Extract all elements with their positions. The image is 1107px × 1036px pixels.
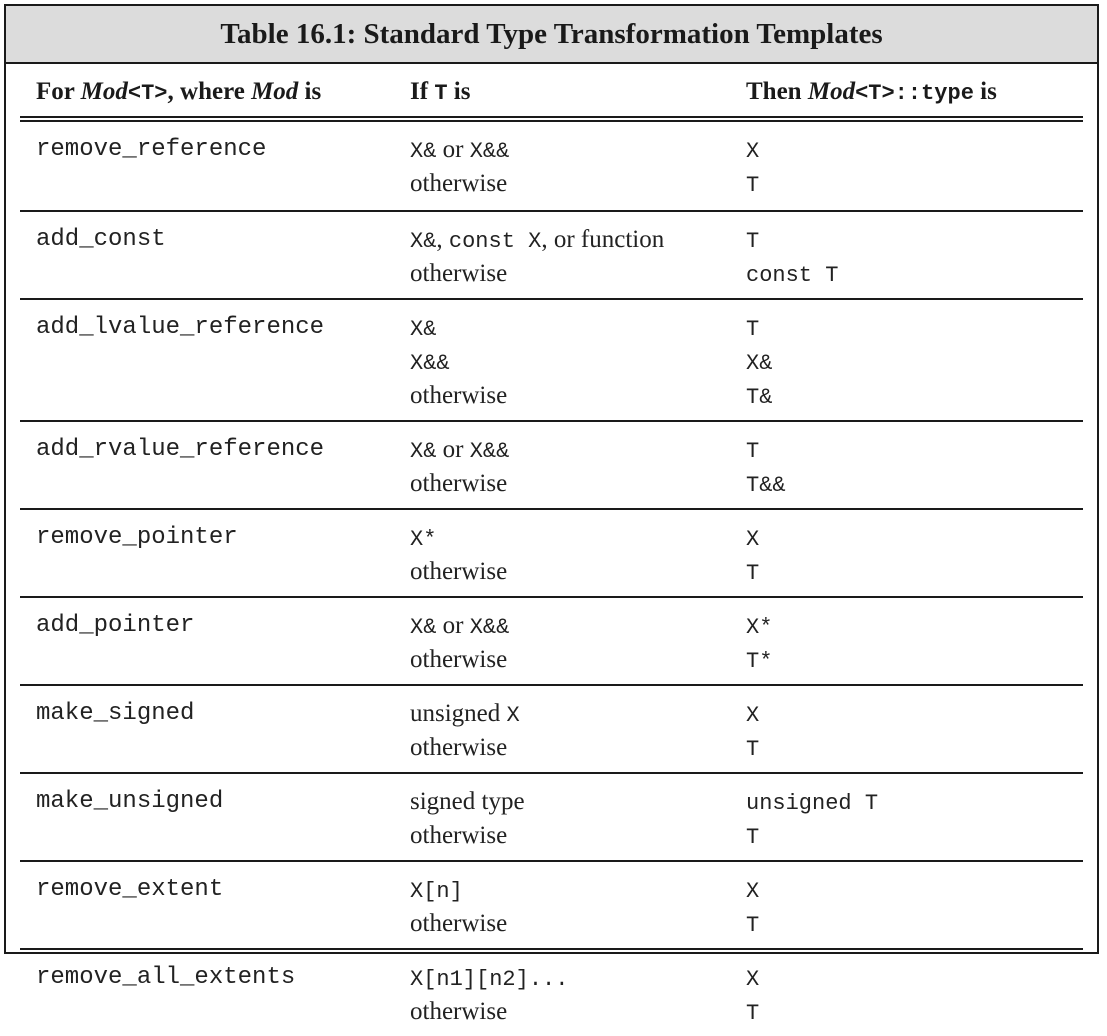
condition-line: otherwise: [410, 558, 508, 585]
condition-line: X& or X&&: [410, 136, 510, 164]
condition-cell: X& or X&& otherwise: [410, 133, 509, 201]
condition-line: otherwise: [410, 734, 508, 761]
result-line: T: [746, 1001, 760, 1026]
condition-line: signed type: [410, 788, 525, 815]
condition-cell: signed type otherwise: [410, 785, 525, 853]
header-col-result: Then Mod<T>::type is: [746, 78, 997, 106]
table-title: Table 16.1: Standard Type Transformation…: [6, 6, 1097, 64]
condition-cell: X& X&& otherwise: [410, 311, 507, 413]
result-line: const T: [746, 263, 839, 288]
template-name: make_unsigned: [36, 788, 224, 815]
result-cell: unsigned T T: [746, 785, 878, 853]
result-line: X: [746, 139, 760, 164]
result-line: unsigned T: [746, 791, 879, 816]
condition-line: X& or X&&: [410, 436, 510, 464]
table-row: add_lvalue_reference X& X&& otherwise T X& T&: [20, 298, 1083, 420]
result-cell: T X& T&: [746, 311, 772, 413]
condition-line: otherwise: [410, 382, 508, 409]
result-line: X*: [746, 615, 773, 640]
condition-cell: X& or X&& otherwise: [410, 433, 509, 501]
result-line: T&&: [746, 473, 786, 498]
condition-line: otherwise: [410, 170, 508, 197]
condition-line: otherwise: [410, 998, 508, 1025]
result-line: T: [746, 825, 760, 850]
result-line: T: [746, 737, 760, 762]
result-line: X&: [746, 351, 773, 376]
condition-line: otherwise: [410, 646, 508, 673]
condition-cell: X&, const X, or function otherwise: [410, 223, 664, 291]
table-row: remove_pointer X* otherwise X T: [20, 508, 1083, 596]
condition-line: X[n]: [410, 879, 463, 904]
condition-line: X*: [410, 527, 437, 552]
template-name: add_rvalue_reference: [36, 436, 325, 463]
result-cell: T T&&: [746, 433, 786, 501]
table-row: add_const X&, const X, or function otherwi…: [20, 210, 1083, 298]
result-line: X: [746, 967, 760, 992]
result-line: T: [746, 317, 760, 342]
header-col-condition: If T is: [410, 78, 471, 106]
header-double-rule: [20, 116, 1083, 122]
condition-cell: X[n1][n2]... otherwise: [410, 961, 568, 1029]
condition-line: unsigned X: [410, 700, 520, 728]
template-name: remove_all_extents: [36, 964, 296, 991]
result-cell: X* T*: [746, 609, 772, 677]
table-row: add_pointer X& or X&& otherwise X* T*: [20, 596, 1083, 684]
template-name: make_signed: [36, 700, 195, 727]
result-line: T: [746, 173, 760, 198]
condition-line: X&&: [410, 351, 450, 376]
condition-cell: X[n] otherwise: [410, 873, 507, 941]
table-row: add_rvalue_reference X& or X&& otherwise T T…: [20, 420, 1083, 508]
result-line: T&: [746, 385, 773, 410]
result-line: T*: [746, 649, 773, 674]
template-name: add_const: [36, 226, 166, 253]
condition-line: X&, const X, or function: [410, 226, 665, 254]
result-line: X: [746, 879, 760, 904]
condition-line: otherwise: [410, 910, 508, 937]
template-name: remove_pointer: [36, 524, 238, 551]
condition-line: X&: [410, 317, 437, 342]
table-frame: Table 16.1: Standard Type Transformation…: [4, 4, 1099, 1026]
header-col-mod: For Mod<T>, where Mod is: [36, 78, 322, 106]
result-line: X: [746, 703, 760, 728]
template-name: add_pointer: [36, 612, 195, 639]
condition-line: X[n1][n2]...: [410, 967, 569, 992]
table-row: remove_extent X[n] otherwise X T: [20, 860, 1083, 948]
template-name: remove_extent: [36, 876, 224, 903]
result-line: X: [746, 527, 760, 552]
condition-line: otherwise: [410, 260, 508, 287]
table-row: make_unsigned signed type otherwise unsigne…: [20, 772, 1083, 860]
template-name: remove_reference: [36, 136, 267, 163]
condition-cell: X* otherwise: [410, 521, 507, 589]
result-line: T: [746, 913, 760, 938]
condition-line: otherwise: [410, 822, 508, 849]
condition-line: otherwise: [410, 470, 508, 497]
table-row: remove_all_extents X[n1][n2]... otherwise X…: [20, 948, 1083, 1036]
template-name: add_lvalue_reference: [36, 314, 325, 341]
condition-cell: X& or X&& otherwise: [410, 609, 509, 677]
condition-line: X& or X&&: [410, 612, 510, 640]
result-line: T: [746, 229, 760, 254]
result-line: T: [746, 439, 760, 464]
table-row: make_signed unsigned X otherwise X T: [20, 684, 1083, 772]
result-line: T: [746, 561, 760, 586]
condition-cell: unsigned X otherwise: [410, 697, 520, 765]
table-row: remove_reference X& or X&& otherwise X T: [20, 122, 1083, 210]
table-header: For Mod<T>, where Mod is If T is Then Mo…: [6, 64, 1097, 118]
